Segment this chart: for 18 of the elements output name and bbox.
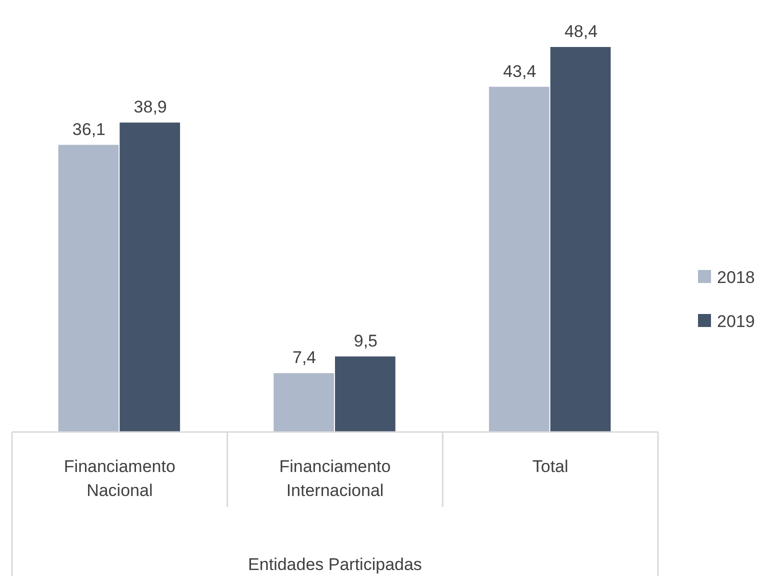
data-label: 38,9	[134, 98, 167, 117]
bar	[550, 47, 611, 432]
data-label: 43,4	[503, 62, 536, 81]
bar	[58, 144, 119, 432]
bar	[335, 356, 396, 432]
x-tick-label: Financiamento Internacional	[279, 457, 391, 500]
x-tick-label: Total	[532, 457, 568, 476]
bar	[274, 373, 334, 432]
x-axis-title: Entidades Participadas	[248, 555, 422, 574]
bar	[488, 86, 550, 432]
data-label: 9,5	[354, 331, 378, 350]
x-tick-label: Financiamento Nacional	[64, 457, 176, 500]
bar	[120, 122, 180, 432]
data-label: 48,4	[564, 22, 598, 41]
data-label: 7,4	[292, 348, 316, 368]
legend-label: 2018	[717, 268, 755, 287]
legend-label: 2019	[717, 312, 755, 331]
data-label: 36,1	[72, 120, 106, 139]
